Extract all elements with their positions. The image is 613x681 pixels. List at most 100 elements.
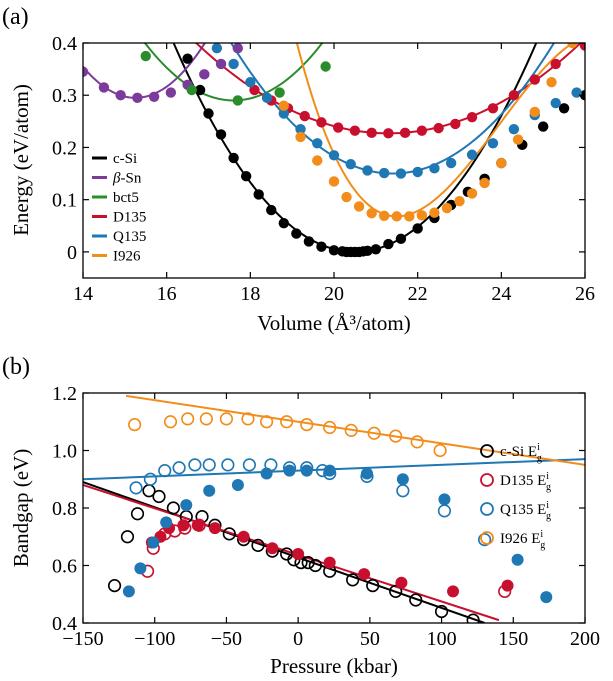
y-tick-label: 0.4 [52, 613, 77, 635]
open-point-i926 [128, 418, 142, 432]
legend-label-c-si: c-Si Ei g [500, 442, 542, 464]
x-tick-label: 200 [570, 628, 600, 650]
y-tick-label: 0 [67, 242, 77, 264]
filled-point-d135 [266, 542, 279, 555]
curve-bct5 [143, 43, 324, 102]
open-point-i926 [181, 412, 195, 426]
point-i926 [379, 210, 390, 222]
filled-point-q135 [540, 591, 553, 604]
point-d135 [508, 90, 520, 101]
x-tick-label: 16 [157, 283, 177, 305]
open-point-q135 [300, 461, 314, 475]
x-tick-label: 0 [293, 628, 303, 650]
open-point-i926 [199, 412, 213, 426]
point-q135 [211, 43, 223, 54]
panel-b-xlabel: Pressure (kbar) [270, 654, 398, 678]
x-tick-label: −150 [62, 628, 103, 650]
filled-point-d135 [395, 576, 408, 589]
point-d135 [299, 110, 310, 122]
x-tick-label: 18 [240, 283, 260, 305]
x-tick-label: 50 [360, 628, 380, 650]
panel-a-xlabel: Volume (Å³/atom) [257, 311, 410, 335]
panel-b-ticks: −150 −100 −50 0 50 100 150 200 0.4 0.6 0.8 1.0 1.2 [52, 383, 600, 650]
point-bct5 [232, 95, 243, 106]
open-point-q135 [264, 458, 278, 472]
x-tick-label: −100 [134, 628, 175, 650]
panel-b-legend: c-Si Ei g D135 Ei g Q135 Ei g I926 Ei g [480, 442, 551, 551]
point-bct5 [186, 84, 197, 96]
legend-label-d135: D135 Ei g [500, 471, 551, 493]
curve-q135 [230, 43, 556, 175]
point-i926 [391, 211, 402, 222]
point-c-si [362, 245, 373, 257]
x-tick-label: −50 [211, 628, 242, 650]
open-point-c-si [152, 489, 166, 504]
point-d135 [249, 84, 260, 96]
filled-point-d135 [208, 522, 221, 535]
filled-point-q135 [203, 484, 216, 497]
filled-point-q135 [180, 499, 193, 512]
point-q135 [466, 149, 478, 160]
open-point-c-si [120, 530, 135, 544]
point-c-si [395, 233, 407, 245]
point-q135 [295, 123, 306, 135]
open-point-c-si [346, 573, 360, 587]
fit-line-i926 [125, 394, 585, 466]
point-d135 [416, 125, 428, 136]
point-i926 [429, 207, 440, 218]
x-tick-label: 24 [491, 283, 511, 305]
point-q135 [395, 168, 407, 179]
point-sn [165, 87, 177, 98]
open-point-q135 [202, 458, 216, 472]
point-sn [232, 43, 243, 54]
open-point-c-si [222, 527, 236, 541]
point-q135 [550, 97, 561, 109]
point-c-si [240, 170, 252, 182]
panel-a: (a) 14 16 18 20 22 24 26 0 0.1 0.2 0.3 0.4 Volume (… [2, 4, 595, 335]
y-tick-label: 0.6 [52, 556, 77, 578]
panel-b-ylabel: Bandgap (eV) [9, 449, 33, 567]
point-d135 [466, 111, 478, 123]
point-i926 [546, 76, 557, 88]
point-q135 [412, 166, 423, 178]
open-point-q135 [360, 469, 374, 483]
panel-b: (b) −150 −100 −50 0 50 100 150 200 0.4 0.6 0.8 1.0 1… [2, 354, 600, 678]
y-tick-label: 0.3 [52, 85, 77, 107]
point-d135 [332, 122, 344, 133]
point-c-si [215, 129, 227, 140]
x-tick-label: 14 [73, 283, 93, 305]
point-c-si [328, 245, 340, 256]
point-sn [199, 69, 210, 80]
panel-b-points [107, 412, 553, 623]
filled-point-d135 [323, 556, 336, 569]
filled-point-d135 [447, 585, 460, 598]
legend-label-i926: I926 [113, 249, 141, 265]
point-i926 [496, 157, 507, 169]
point-sn [148, 91, 160, 102]
point-c-si [370, 244, 382, 255]
filled-point-d135 [292, 548, 305, 560]
y-tick-label: 0.4 [52, 33, 77, 55]
point-d135 [316, 117, 327, 128]
point-c-si [278, 217, 289, 229]
point-d135 [399, 127, 411, 139]
open-point-i926 [389, 429, 403, 443]
point-bct5 [320, 61, 331, 72]
y-tick-label: 0.1 [52, 190, 77, 212]
point-bct5 [140, 50, 151, 62]
open-point-i926 [410, 435, 424, 449]
point-c-si [253, 189, 264, 200]
point-sn [98, 82, 110, 93]
open-point-c-si [301, 556, 315, 570]
open-point-c-si [409, 593, 423, 607]
open-point-q135 [282, 461, 297, 475]
open-point-q135 [188, 458, 202, 472]
x-tick-label: 20 [324, 283, 344, 305]
open-point-c-si [389, 584, 403, 598]
open-point-i926 [163, 415, 178, 429]
legend-label-d135: D135 [113, 210, 146, 226]
legend-label-q135: Q135 [113, 229, 146, 245]
point-c-si [182, 53, 193, 64]
open-point-c-si [366, 579, 380, 593]
filled-point-q135 [231, 479, 244, 491]
